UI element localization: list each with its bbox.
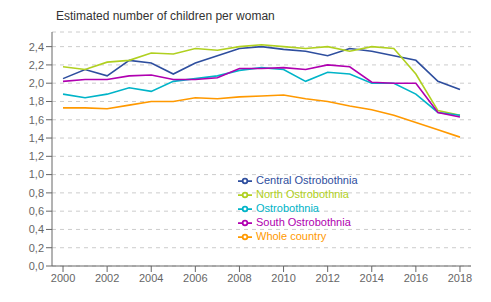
svg-text:2,4: 2,4 [29, 41, 44, 53]
svg-text:1,0: 1,0 [29, 168, 44, 180]
svg-text:2,2: 2,2 [29, 59, 44, 71]
svg-text:1,8: 1,8 [29, 95, 44, 107]
svg-text:2002: 2002 [95, 272, 119, 284]
svg-text:2008: 2008 [227, 272, 251, 284]
svg-text:2016: 2016 [404, 272, 428, 284]
html-text:South Ostrobothnia: South Ostrobothnia [256, 216, 351, 229]
html-text:Estimated number of children p: Estimated number of children per woman [56, 9, 275, 23]
svg-text:0,4: 0,4 [29, 223, 44, 235]
svg-text:2018: 2018 [448, 272, 472, 284]
html-text:Ostrobothnia: Ostrobothnia [256, 202, 319, 215]
svg-text:2010: 2010 [271, 272, 295, 284]
svg-text:2014: 2014 [360, 272, 384, 284]
svg-text:2006: 2006 [183, 272, 207, 284]
html-text:Central Ostrobothnia: Central Ostrobothnia [256, 174, 358, 186]
html-text:Whole country: Whole country [256, 230, 327, 243]
svg-text:1,4: 1,4 [29, 132, 44, 144]
svg-text:0,8: 0,8 [29, 187, 44, 199]
svg-text:0,2: 0,2 [29, 242, 44, 254]
svg-text:1,6: 1,6 [29, 114, 44, 126]
svg-text:2000: 2000 [51, 272, 75, 284]
html-text:North Ostrobothnia: North Ostrobothnia [256, 188, 349, 201]
svg-text:2004: 2004 [139, 272, 163, 284]
svg-text:0,0: 0,0 [29, 260, 44, 272]
svg-text:1,2: 1,2 [29, 150, 44, 162]
svg-text:0,6: 0,6 [29, 205, 44, 217]
svg-text:2012: 2012 [315, 272, 339, 284]
svg-text:2,0: 2,0 [29, 77, 44, 89]
